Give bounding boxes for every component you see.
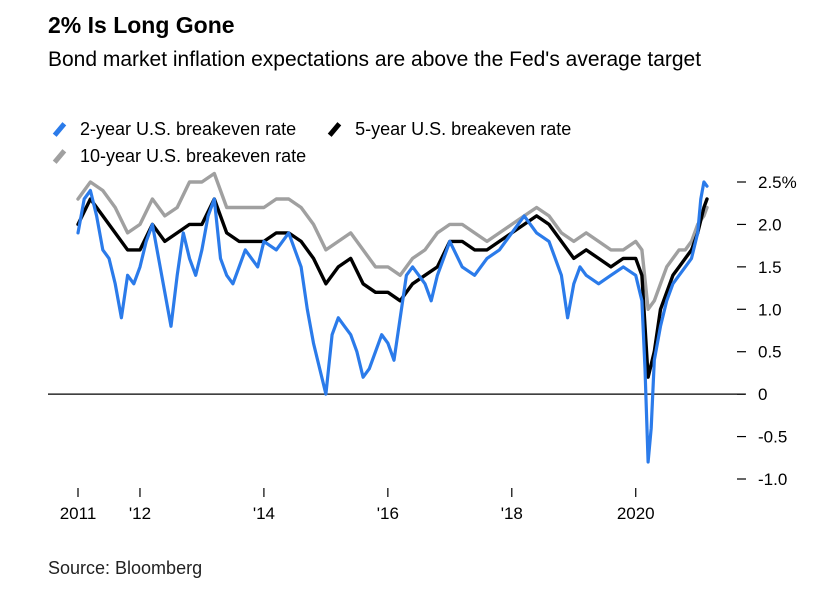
y-tick-label: 1.5 — [758, 258, 782, 277]
line-chart: 2.5% 2.0 1.5 1.0 0.5 0 -0.5 -1.0 2011 '12 '14 '16 '1… — [48, 171, 797, 523]
legend-item-2-year: 2-year U.S. breakeven rate — [48, 117, 296, 143]
x-tick-label: '14 — [253, 504, 275, 523]
x-tick-label: 2020 — [617, 504, 655, 523]
y-tick-label: 0 — [758, 385, 767, 404]
source-note: Source: Bloomberg — [48, 558, 203, 578]
y-tick-label: 1.0 — [758, 300, 782, 319]
chart-subtitle: Bond market inflation expectations are a… — [48, 48, 702, 71]
legend-item-10-year: 10-year U.S. breakeven rate — [48, 143, 306, 169]
series-line-10-year — [76, 171, 709, 311]
legend-item-5-year: 5-year U.S. breakeven rate — [323, 117, 571, 143]
x-tick-label: 2011 — [60, 504, 97, 523]
y-tick-label: -1.0 — [758, 470, 787, 489]
series-line-5-year — [76, 197, 709, 379]
series-line-2-year — [76, 180, 709, 464]
legend-label-5-year: 5-year U.S. breakeven rate — [355, 119, 572, 139]
legend: 2-year U.S. breakeven rate 5-year U.S. b… — [48, 116, 748, 169]
y-tick-label: -0.5 — [758, 428, 787, 447]
y-tick-label: 2.5% — [758, 173, 797, 192]
x-tick-label: '16 — [377, 504, 399, 523]
x-tick-label: '18 — [501, 504, 523, 523]
x-tick-label: '12 — [129, 504, 151, 523]
y-tick-label: 2.0 — [758, 215, 782, 234]
chart-title: 2% Is Long Gone — [48, 12, 235, 38]
legend-label-2-year: 2-year U.S. breakeven rate — [80, 119, 297, 139]
legend-label-10-year: 10-year U.S. breakeven rate — [80, 145, 307, 166]
y-tick-label: 0.5 — [758, 343, 782, 362]
